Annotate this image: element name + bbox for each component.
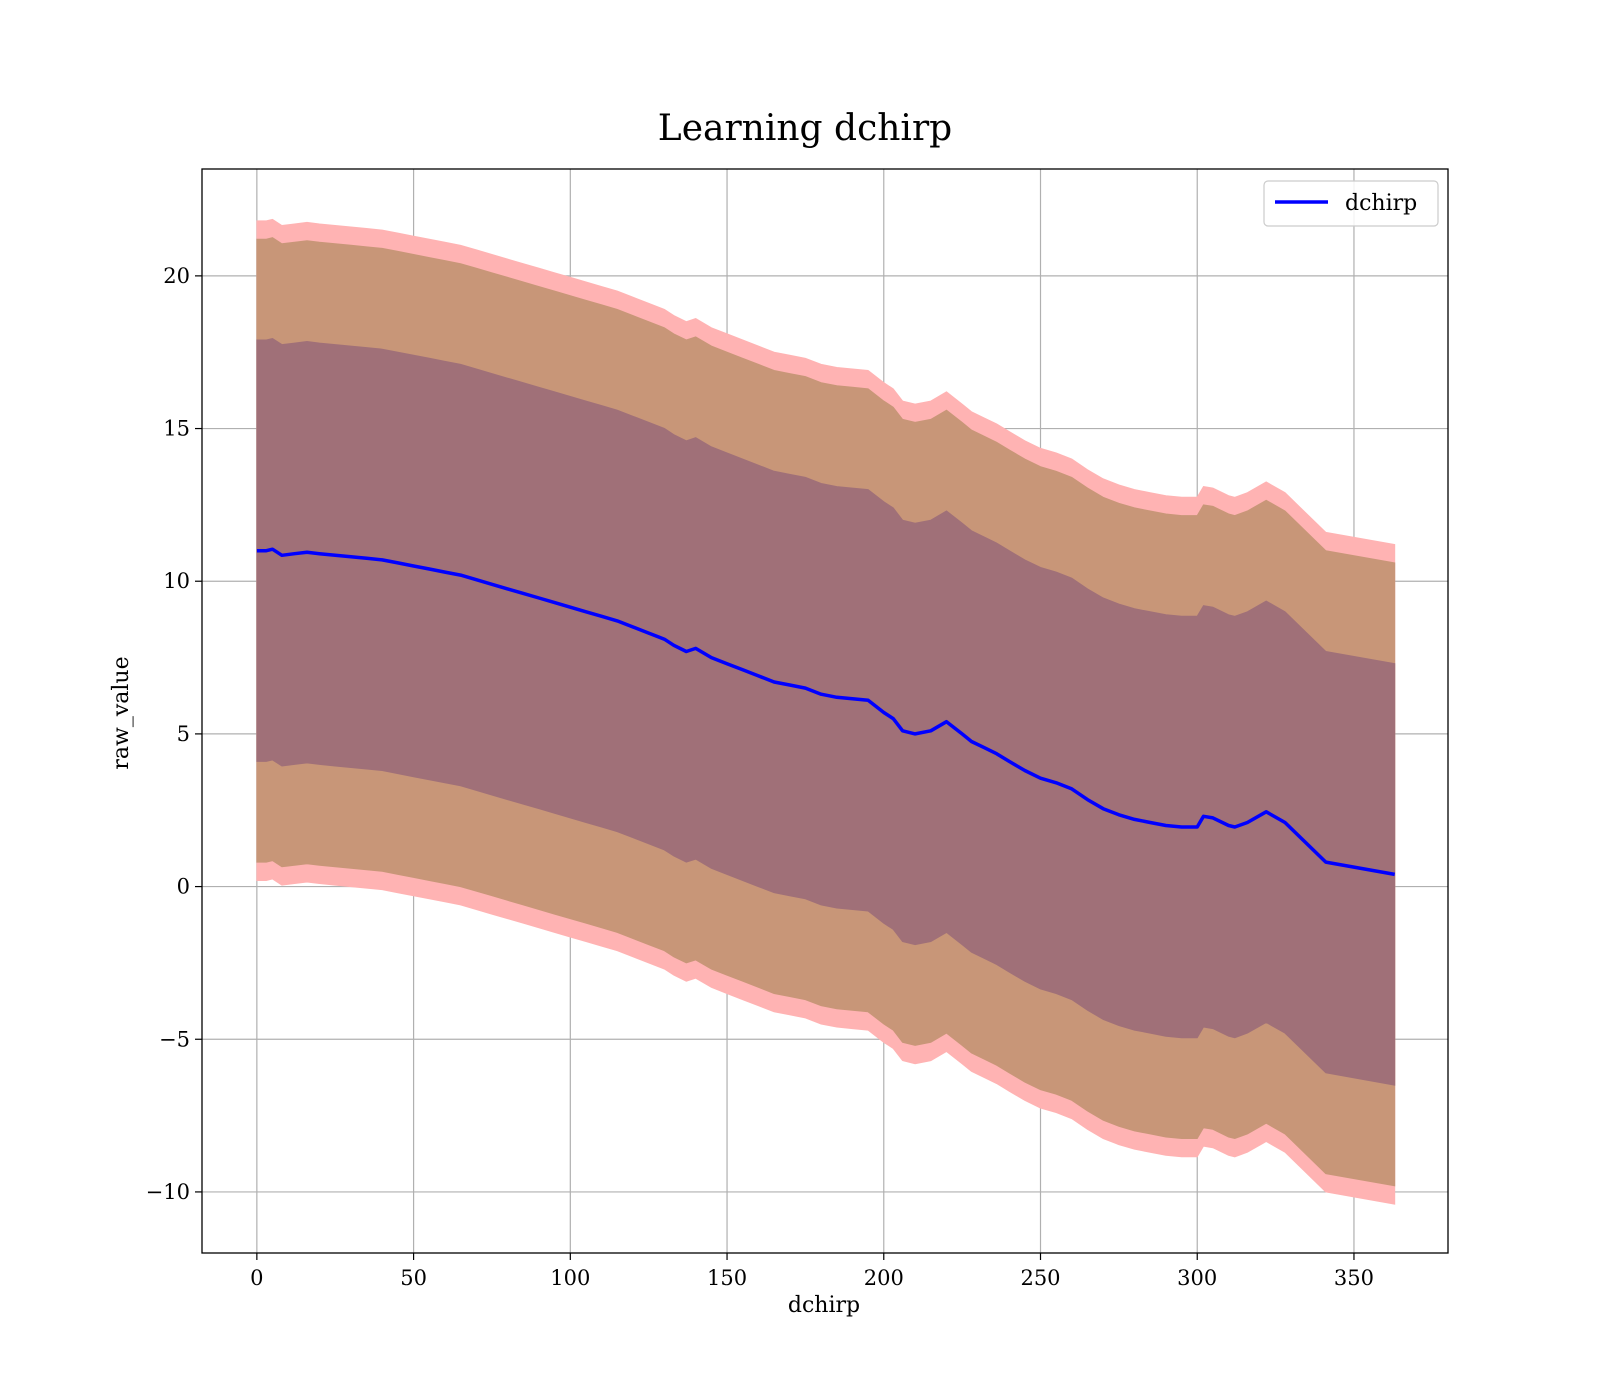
x-axis-label: dchirp <box>788 1293 860 1318</box>
legend-entry-dchirp: dchirp <box>1345 191 1417 216</box>
x-tick-label: 250 <box>1020 1266 1060 1290</box>
x-tick-label: 0 <box>250 1266 263 1290</box>
series-line-dchirp <box>256 547 1396 877</box>
y-tick-label: 10 <box>163 569 190 593</box>
y-tick-label: −5 <box>159 1027 190 1051</box>
plot-frame <box>201 168 1449 1254</box>
y-tick-label: −10 <box>146 1180 190 1204</box>
x-tick-label: 100 <box>550 1266 590 1290</box>
y-axis-label: raw_value <box>109 656 134 769</box>
series-lines <box>256 547 1396 877</box>
x-tick-label: 50 <box>400 1266 427 1290</box>
y-tick-label: 5 <box>177 722 190 746</box>
x-tick-label: 150 <box>707 1266 747 1290</box>
x-tick-label: 300 <box>1177 1266 1217 1290</box>
x-tick-label: 200 <box>864 1266 904 1290</box>
x-tick-label: 350 <box>1334 1266 1374 1290</box>
legend: dchirp <box>1263 180 1439 227</box>
y-tick-label: 0 <box>177 875 190 899</box>
y-tick-label: 15 <box>163 417 190 441</box>
band-inner <box>256 337 1396 1086</box>
legend-box <box>1263 180 1439 227</box>
y-tick-label: 20 <box>163 264 190 288</box>
axis-ticks: 0 50 100 150 200 250 300 350 −10 −5 0 5 10 15 20 <box>146 264 1374 1290</box>
chart-title: Learning dchirp <box>658 108 952 149</box>
confidence-bands <box>256 218 1396 1205</box>
